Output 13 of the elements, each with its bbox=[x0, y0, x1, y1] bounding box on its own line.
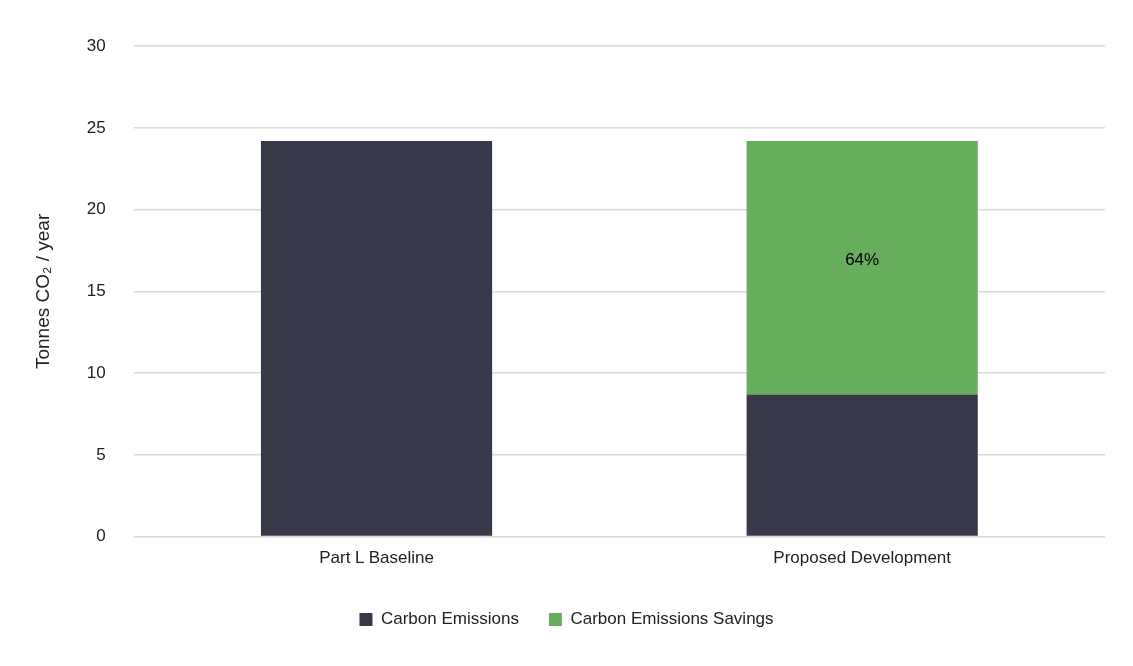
y-tick-label: 10 bbox=[86, 362, 106, 382]
y-tick-label: 5 bbox=[96, 444, 106, 464]
annotation: 64% bbox=[845, 249, 880, 269]
x-tick-label: Part L Baseline bbox=[319, 548, 434, 568]
legend-label: Carbon Emissions Savings bbox=[570, 609, 774, 629]
y-tick-label: 15 bbox=[86, 281, 106, 301]
y-tick-label: 20 bbox=[86, 199, 106, 219]
y-tick-label: 30 bbox=[86, 35, 106, 55]
y-axis-title: Tonnes CO₂ / year bbox=[31, 213, 53, 370]
x-tick-label: Proposed Development bbox=[773, 548, 952, 568]
legend-label: Carbon Emissions bbox=[380, 609, 519, 629]
y-tick-label: 25 bbox=[86, 117, 106, 137]
y-tick-label: 0 bbox=[96, 526, 106, 546]
